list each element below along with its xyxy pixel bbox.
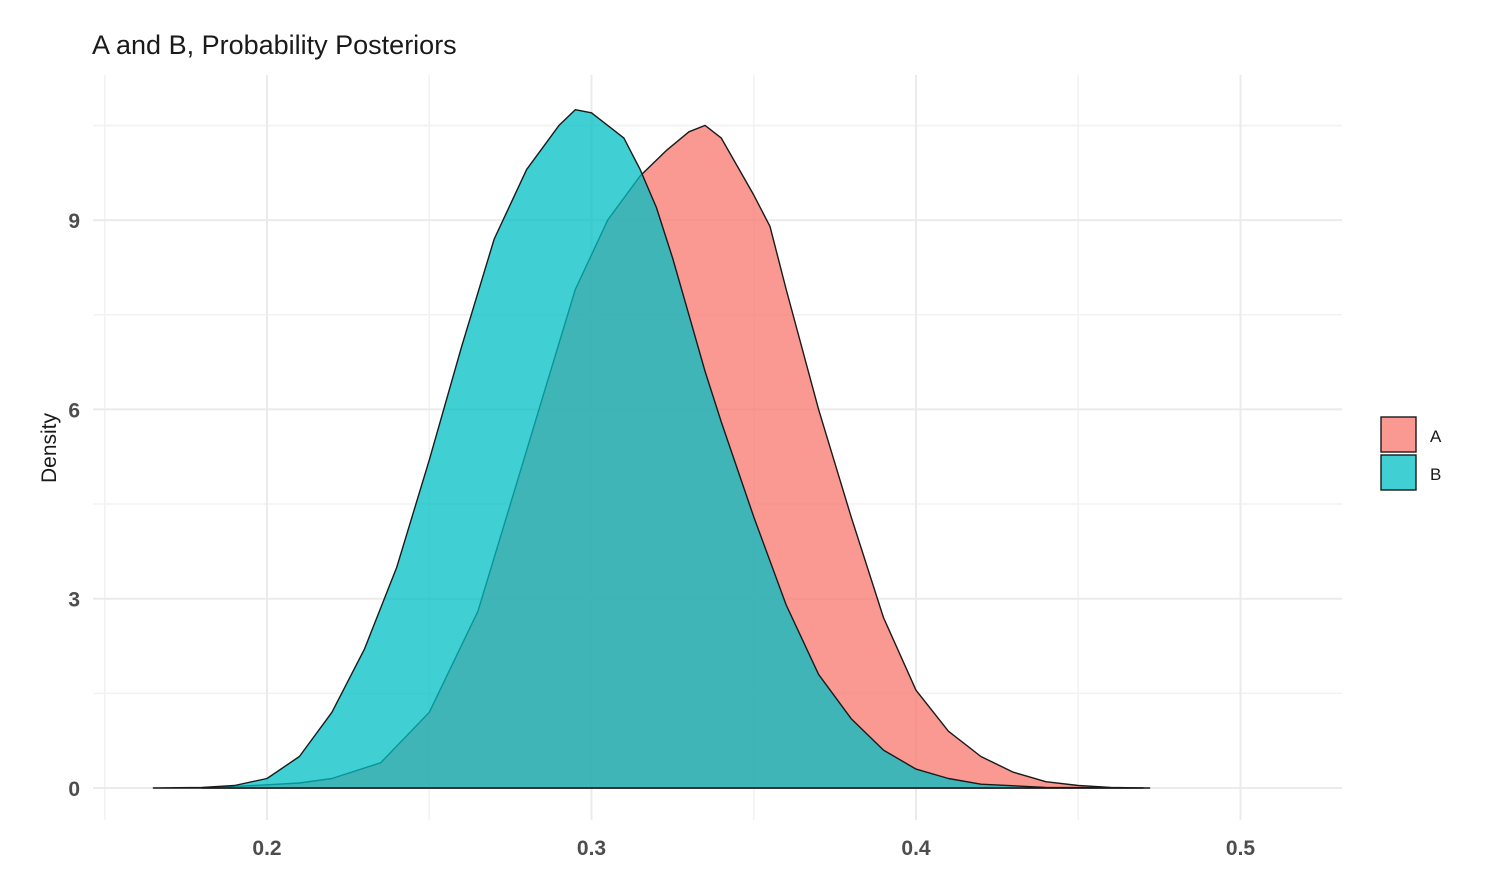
legend-label-b: B	[1430, 465, 1441, 484]
density-areas	[152, 109, 1151, 789]
x-tick-label: 0.5	[1226, 837, 1256, 860]
x-axis-ticks: 0.2 0.3 0.4 0.5	[252, 837, 1255, 860]
y-axis-title: Density	[38, 412, 61, 483]
legend-label-a: A	[1430, 427, 1442, 446]
x-tick-label: 0.3	[577, 837, 606, 860]
y-tick-label: 0	[68, 778, 80, 801]
chart-title: A and B, Probability Posteriors	[92, 30, 457, 60]
legend-key-b	[1380, 454, 1417, 491]
legend-key-a	[1380, 416, 1417, 453]
x-tick-label: 0.4	[901, 837, 931, 860]
density-area-b	[152, 109, 1144, 789]
y-tick-label: 9	[68, 210, 80, 233]
y-tick-label: 3	[68, 589, 80, 612]
x-tick-label: 0.2	[252, 837, 281, 860]
legend: AB	[1380, 416, 1442, 491]
y-tick-label: 6	[68, 399, 80, 422]
y-axis-ticks: 0 3 6 9	[68, 210, 80, 801]
